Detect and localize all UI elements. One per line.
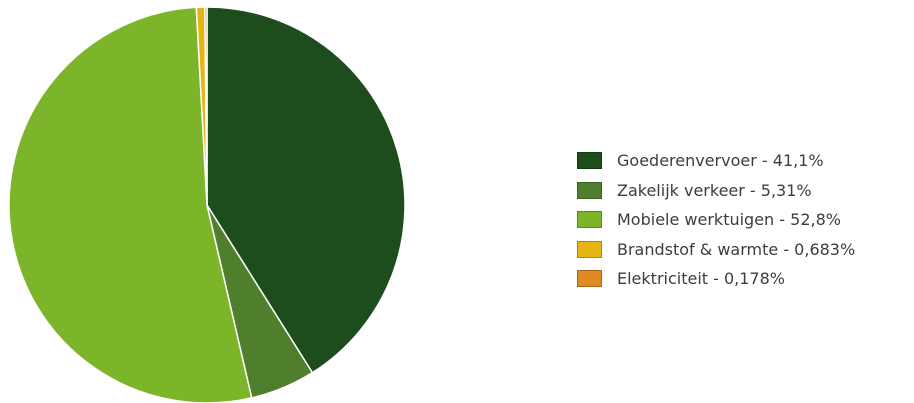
pie-slice-goederenvervoer[interactable] — [206, 6, 406, 374]
legend-label-brandstof-warmte: Brandstof & warmte - 0,683% — [617, 239, 856, 259]
legend-item-mobiele-werktuigen[interactable]: Mobiele werktuigen - 52,8% — [577, 205, 907, 235]
legend-swatch-elektriciteit — [577, 270, 602, 288]
legend-item-elektriciteit[interactable]: Elektriciteit - 0,178% — [577, 264, 907, 294]
legend-swatch-brandstof-warmte — [577, 240, 602, 258]
legend-swatch-goederenvervoer — [577, 152, 602, 170]
legend: Goederenvervoer - 41,1% Zakelijk verkeer… — [577, 146, 907, 294]
legend-label-elektriciteit: Elektriciteit - 0,178% — [617, 269, 785, 289]
legend-swatch-zakelijk-verkeer — [577, 181, 602, 199]
legend-item-brandstof-warmte[interactable]: Brandstof & warmte - 0,683% — [577, 235, 907, 265]
pie-slice-mobiele-werktuigen[interactable] — [8, 6, 253, 403]
legend-label-mobiele-werktuigen: Mobiele werktuigen - 52,8% — [617, 210, 841, 230]
legend-swatch-mobiele-werktuigen — [577, 211, 602, 229]
legend-label-goederenvervoer: Goederenvervoer - 41,1% — [617, 151, 824, 171]
legend-item-zakelijk-verkeer[interactable]: Zakelijk verkeer - 5,31% — [577, 176, 907, 206]
legend-label-zakelijk-verkeer: Zakelijk verkeer - 5,31% — [617, 180, 812, 200]
legend-item-goederenvervoer[interactable]: Goederenvervoer - 41,1% — [577, 146, 907, 176]
pie-slice-elektriciteit[interactable] — [204, 6, 208, 206]
